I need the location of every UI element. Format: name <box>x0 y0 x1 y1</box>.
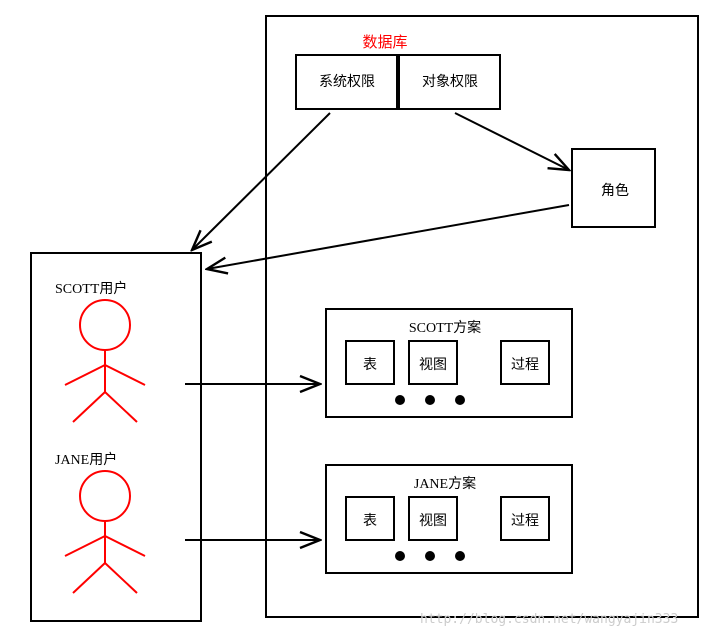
sys-privilege-label: 系统权限 <box>307 71 387 91</box>
dot <box>425 395 435 405</box>
jane-user-label: JANE用户 <box>55 449 145 469</box>
scott-user-label: SCOTT用户 <box>55 278 145 298</box>
scott-item-1-label: 视图 <box>408 354 458 374</box>
scott-item-0-label: 表 <box>345 354 395 374</box>
jane-item-2-label: 过程 <box>500 510 550 530</box>
database-title: 数据库 <box>350 31 420 52</box>
dot <box>395 551 405 561</box>
dot <box>425 551 435 561</box>
scott-schema-label: SCOTT方案 <box>395 317 495 337</box>
dot <box>395 395 405 405</box>
diagram-container: 数据库 系统权限 对象权限 角色 SCOTT用户 JANE用户 SCOTT方案 … <box>0 0 711 633</box>
scott-item-2-label: 过程 <box>500 354 550 374</box>
jane-schema-label: JANE方案 <box>395 473 495 493</box>
obj-privilege-label: 对象权限 <box>410 71 490 91</box>
watermark: http://blog.csdn.net/wangyajin333 <box>420 612 678 627</box>
users-box <box>30 252 202 622</box>
dot <box>455 551 465 561</box>
jane-item-0-label: 表 <box>345 510 395 530</box>
dot <box>455 395 465 405</box>
role-label: 角色 <box>595 180 635 200</box>
jane-item-1-label: 视图 <box>408 510 458 530</box>
